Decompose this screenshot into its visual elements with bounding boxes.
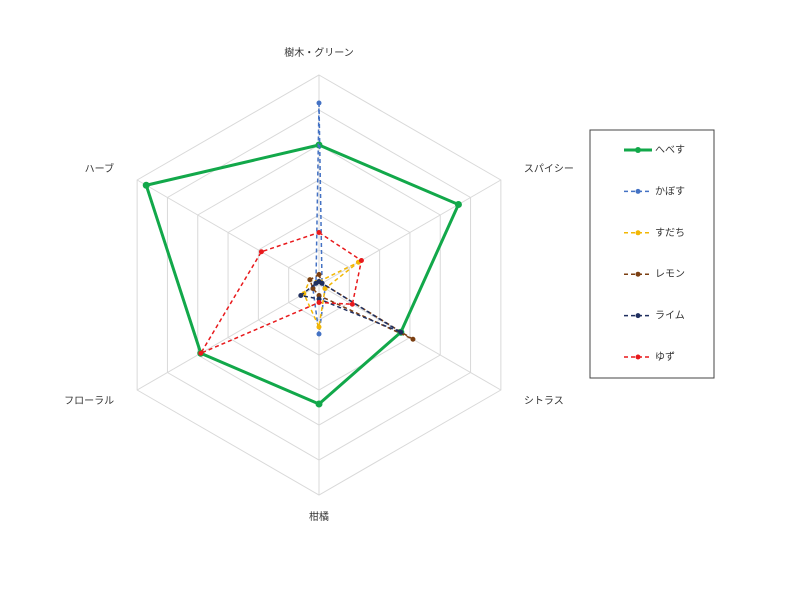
data-point (349, 301, 355, 307)
data-point (454, 201, 462, 208)
data-point (316, 324, 322, 330)
series-line (144, 143, 461, 406)
axis-label: シトラス (524, 395, 564, 407)
legend-marker (635, 313, 641, 319)
data-point (316, 293, 322, 298)
axis-label: ハーブ (85, 162, 114, 175)
data-point (313, 280, 319, 286)
legend-marker (635, 188, 641, 194)
data-point (316, 296, 322, 302)
data-point (319, 280, 325, 286)
data-point (316, 300, 322, 305)
data-point (310, 286, 316, 291)
data-point (316, 230, 322, 235)
legend-label: ライム (655, 310, 685, 322)
legend-box (589, 129, 715, 379)
legend-marker (635, 271, 641, 277)
axis-label: フローラル (64, 395, 114, 407)
data-point (410, 336, 416, 342)
data-point (316, 331, 322, 337)
data-point (142, 181, 150, 189)
legend-label: ゆず (655, 351, 675, 363)
data-point (316, 100, 322, 106)
data-point (298, 293, 304, 298)
legend-label: レモン (655, 269, 685, 280)
axis-label: 柑橘 (309, 510, 329, 523)
legend-label: かぼす (655, 185, 685, 197)
series-line (303, 261, 359, 330)
data-point (358, 258, 364, 263)
data-point (398, 329, 404, 335)
axis-spoke (136, 284, 320, 391)
legend-label: へべす (655, 144, 685, 156)
legend-marker (635, 354, 641, 360)
axis-label: 樹木・グリーン (284, 46, 354, 59)
axis-spoke (318, 179, 502, 286)
data-point (258, 249, 264, 255)
data-point (198, 350, 204, 356)
data-point (315, 400, 323, 408)
axis-label: スパイシー (524, 163, 574, 175)
data-point (322, 286, 328, 291)
legend-label: すだち (655, 227, 685, 239)
legend-marker (635, 230, 641, 236)
axis-spoke (136, 179, 320, 286)
legend-marker (635, 147, 641, 153)
data-point (307, 277, 313, 283)
data-point (316, 272, 322, 277)
